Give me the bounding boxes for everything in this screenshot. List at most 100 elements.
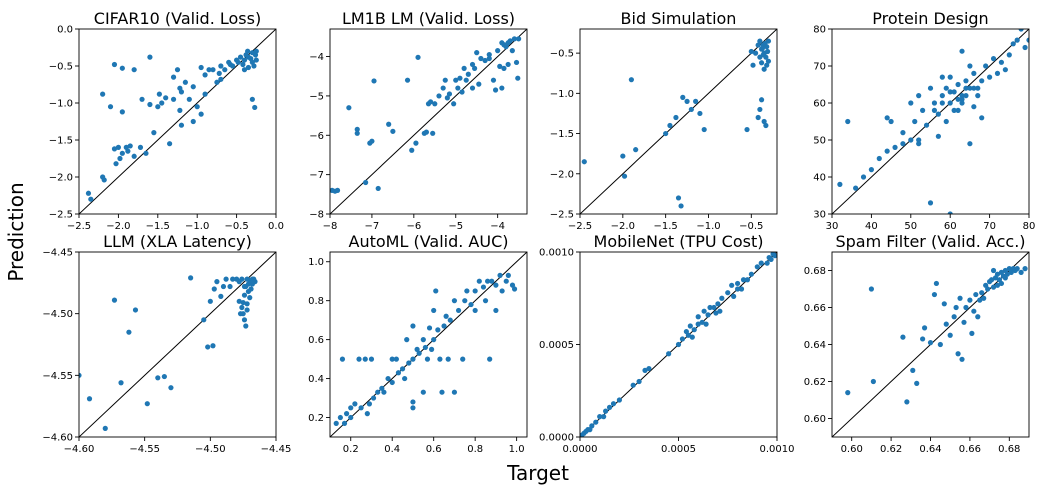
data-point — [939, 74, 945, 80]
data-point — [390, 128, 396, 134]
y-tick-label: −6 — [309, 131, 324, 142]
data-point — [431, 337, 437, 343]
data-point — [489, 278, 495, 284]
data-point — [689, 334, 695, 340]
data-point — [245, 48, 251, 54]
data-point — [461, 65, 467, 71]
data-point — [178, 89, 185, 95]
x-tick-label: −1.5 — [654, 221, 678, 232]
data-point — [620, 153, 626, 159]
data-point — [354, 130, 360, 136]
data-point — [469, 85, 476, 91]
y-tick-label: −2.5 — [49, 210, 73, 221]
data-point — [249, 96, 255, 102]
figure-x-label: Target — [507, 461, 569, 485]
data-point — [943, 85, 949, 91]
data-point — [453, 77, 459, 83]
x-tick-label: 0.0000 — [563, 444, 598, 455]
data-point — [947, 74, 953, 80]
data-point — [703, 321, 709, 327]
data-point — [159, 100, 165, 106]
data-point — [485, 278, 491, 284]
data-point — [241, 292, 248, 298]
data-point — [765, 38, 772, 44]
data-point — [920, 107, 926, 113]
data-point — [362, 356, 368, 362]
data-point — [410, 405, 416, 411]
data-point — [241, 317, 248, 323]
x-tick-label: −0.5 — [224, 221, 248, 232]
data-point — [910, 367, 916, 373]
data-point — [337, 414, 343, 421]
data-point — [426, 325, 433, 331]
data-point — [198, 64, 204, 71]
y-tick-label: −1.0 — [49, 99, 73, 110]
data-point — [908, 137, 914, 143]
points-group — [581, 38, 772, 209]
data-point — [758, 260, 764, 266]
data-point — [959, 48, 965, 54]
data-point — [432, 101, 438, 107]
data-point — [132, 307, 139, 313]
y-tick-label: 0.66 — [804, 303, 826, 314]
data-point — [994, 271, 1001, 277]
data-point — [947, 89, 953, 95]
data-point — [147, 101, 153, 108]
data-point — [415, 54, 421, 60]
data-point — [505, 272, 511, 278]
data-point — [156, 91, 162, 97]
data-point — [616, 397, 623, 403]
data-point — [505, 61, 511, 68]
data-point — [339, 356, 346, 362]
subplot-4: Protein Design 30 40 50 60 70 80 30 40 50 60 70 80 — [813, 9, 1035, 232]
data-point — [482, 57, 488, 64]
data-point — [642, 367, 648, 373]
data-point — [951, 107, 957, 113]
data-point — [482, 298, 489, 304]
data-point — [675, 195, 682, 201]
data-point — [88, 196, 94, 202]
data-point — [113, 161, 119, 167]
y-tick-label: 0.0000 — [539, 433, 574, 444]
data-point — [420, 337, 426, 343]
x-tick-label: −6 — [406, 221, 421, 232]
y-tick-label: 0.64 — [804, 340, 826, 351]
data-point — [131, 67, 137, 73]
data-point — [998, 280, 1005, 287]
data-point — [190, 84, 196, 90]
data-point — [941, 301, 947, 307]
data-point — [358, 405, 364, 411]
data-point — [951, 314, 957, 320]
data-point — [247, 295, 253, 301]
data-point — [975, 314, 981, 320]
points-group — [845, 266, 1028, 405]
data-point — [102, 425, 108, 431]
y-tick-label: 0.60 — [804, 414, 826, 425]
data-point — [975, 93, 981, 99]
x-tick-label: 0.0 — [268, 221, 284, 232]
y-tick-label: −1.5 — [550, 129, 574, 140]
y-tick-label: 1.0 — [308, 257, 324, 268]
data-point — [222, 67, 228, 73]
data-point — [451, 389, 458, 395]
data-point — [352, 401, 358, 407]
data-point — [740, 277, 747, 283]
x-tick-label: −2.5 — [568, 221, 592, 232]
data-point — [593, 419, 599, 425]
data-point — [125, 148, 131, 154]
y-tick-label: −4.50 — [42, 309, 73, 320]
data-point — [921, 325, 928, 331]
data-point — [719, 295, 725, 301]
data-point — [758, 60, 765, 66]
data-point — [404, 337, 410, 343]
subplot-6: AutoML (Valid. AUC) 0.2 0.4 0.6 0.8 1.0 0.2 0.4… — [308, 232, 528, 455]
data-point — [1018, 269, 1024, 275]
data-point — [346, 105, 352, 111]
data-point — [1014, 266, 1020, 272]
data-point — [757, 38, 763, 44]
data-point — [144, 401, 150, 407]
data-point — [444, 95, 450, 101]
data-point — [486, 51, 492, 58]
data-point — [410, 399, 416, 405]
data-point — [369, 138, 375, 144]
